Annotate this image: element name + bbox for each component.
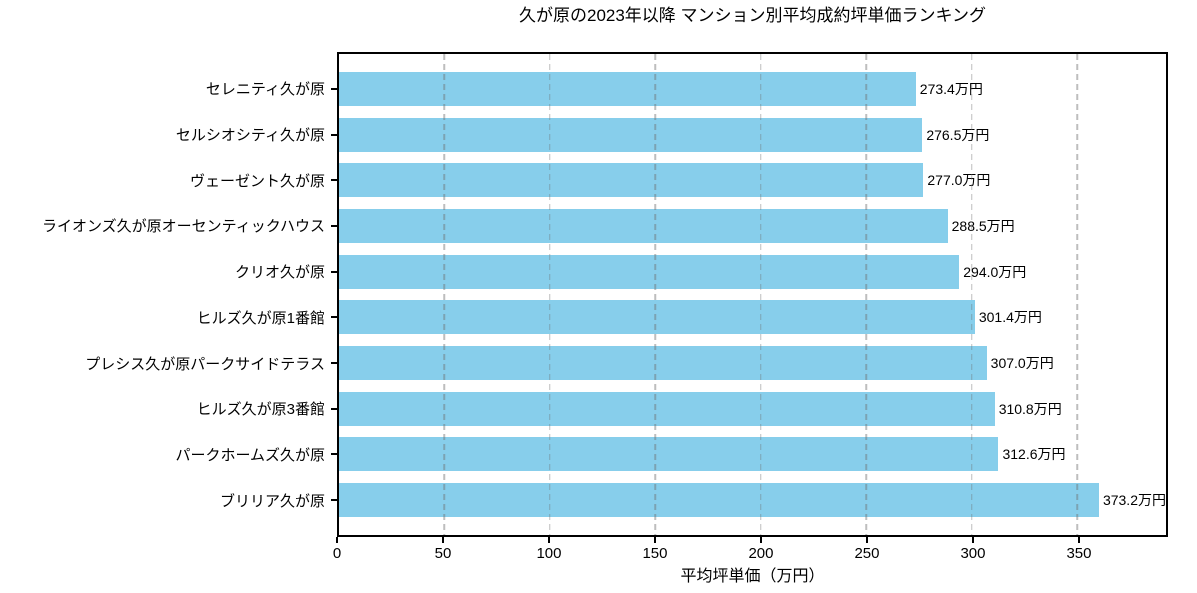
y-axis-label-row: ライオンズ久が原オーセンティックハウス: [0, 203, 337, 249]
y-tick-mark: [331, 453, 337, 456]
bar: [339, 437, 999, 472]
y-tick-mark: [331, 362, 337, 365]
bar: [339, 163, 924, 198]
y-axis-label: ブリリア久が原: [219, 492, 325, 510]
x-tick-label: 150: [642, 545, 668, 562]
value-label: 276.5万円: [926, 126, 990, 143]
x-tick-mark: [971, 537, 974, 543]
y-axis-label: ヒルズ久が原1番館: [196, 309, 325, 327]
x-tick-mark: [653, 537, 656, 543]
bar: [339, 208, 948, 243]
bar: [339, 483, 1099, 518]
y-tick-mark: [331, 499, 337, 502]
bar: [339, 117, 923, 152]
value-label: 307.0万円: [990, 355, 1054, 372]
bar: [339, 300, 975, 335]
value-label: 312.6万円: [1002, 446, 1066, 463]
bar-row: 294.0万円: [339, 249, 1166, 295]
y-axis-label-row: セレニティ久が原: [0, 66, 337, 112]
bar-row: 307.0万円: [339, 340, 1166, 386]
value-label: 294.0万円: [963, 263, 1027, 280]
y-axis-label-row: ヒルズ久が原3番館: [0, 386, 337, 432]
y-axis-label: ライオンズ久が原オーセンティックハウス: [41, 218, 325, 236]
y-axis-label: プレシス久が原パークサイドテラス: [85, 355, 325, 373]
bar: [339, 391, 995, 426]
y-tick-mark: [331, 224, 337, 227]
value-label: 277.0万円: [927, 172, 991, 189]
y-axis-labels: セレニティ久が原セルシオシティ久が原ヴェーゼント久が原ライオンズ久が原オーセンテ…: [0, 52, 337, 537]
y-axis-label-row: ヴェーゼント久が原: [0, 157, 337, 203]
value-label: 288.5万円: [951, 217, 1015, 234]
y-axis-label-row: クリオ久が原: [0, 249, 337, 295]
y-tick-mark: [331, 133, 337, 136]
chart-title: 久が原の2023年以降 マンション別平均成約坪単価ランキング: [518, 6, 987, 25]
y-axis-label: ヒルズ久が原3番館: [196, 401, 325, 419]
y-tick-mark: [331, 179, 337, 182]
bar: [339, 254, 960, 289]
y-axis-label: クリオ久が原: [234, 264, 325, 282]
x-tick-label: 100: [536, 545, 562, 562]
x-axis-label: 平均坪単価（万円）: [680, 568, 825, 585]
x-tick-label: 0: [332, 545, 342, 562]
y-tick-mark: [331, 270, 337, 273]
y-axis-label-row: ヒルズ久が原1番館: [0, 295, 337, 341]
y-axis-label: パークホームズ久が原: [175, 446, 325, 464]
y-axis-label: セレニティ久が原: [205, 81, 325, 99]
x-tick-label: 50: [434, 545, 452, 562]
x-tick-label: 350: [1066, 545, 1092, 562]
x-tick-label: 250: [854, 545, 880, 562]
x-tick-mark: [865, 537, 868, 543]
bar-row: 276.5万円: [339, 112, 1166, 158]
bar-row: 310.8万円: [339, 386, 1166, 432]
x-tick-mark: [1077, 537, 1080, 543]
value-label: 273.4万円: [919, 80, 983, 97]
bar-row: 273.4万円: [339, 66, 1166, 112]
x-tick-mark: [759, 537, 762, 543]
y-axis-label-row: プレシス久が原パークサイドテラス: [0, 340, 337, 386]
bar-row: 312.6万円: [339, 432, 1166, 478]
x-tick-mark: [441, 537, 444, 543]
bar-series: 273.4万円 276.5万円 277.0万円 288.5万円 294.0万円 301.4…: [339, 54, 1166, 535]
value-label: 373.2万円: [1102, 492, 1166, 509]
bar-row: 277.0万円: [339, 157, 1166, 203]
y-axis-label-row: パークホームズ久が原: [0, 432, 337, 478]
x-tick-mark: [336, 537, 338, 543]
bar: [339, 71, 916, 106]
value-label: 310.8万円: [998, 400, 1062, 417]
bar: [339, 346, 987, 381]
plot-area: 273.4万円 276.5万円 277.0万円 288.5万円 294.0万円 301.4…: [337, 52, 1168, 537]
x-tick-label: 200: [748, 545, 774, 562]
value-label: 301.4万円: [978, 309, 1042, 326]
bar-row: 301.4万円: [339, 295, 1166, 341]
y-tick-mark: [331, 316, 337, 319]
bar-row: 373.2万円: [339, 477, 1166, 523]
bar-row: 288.5万円: [339, 203, 1166, 249]
y-axis-label: ヴェーゼント久が原: [189, 172, 325, 190]
y-tick-mark: [331, 407, 337, 410]
x-tick-mark: [547, 537, 550, 543]
y-axis-label-row: セルシオシティ久が原: [0, 112, 337, 158]
y-tick-mark: [331, 87, 337, 90]
x-axis-ticks: 0 50 100 150 200 250 300 350: [333, 537, 1168, 567]
x-tick-label: 300: [960, 545, 986, 562]
y-axis-label: セルシオシティ久が原: [175, 127, 325, 145]
y-axis-label-row: ブリリア久が原: [0, 477, 337, 523]
